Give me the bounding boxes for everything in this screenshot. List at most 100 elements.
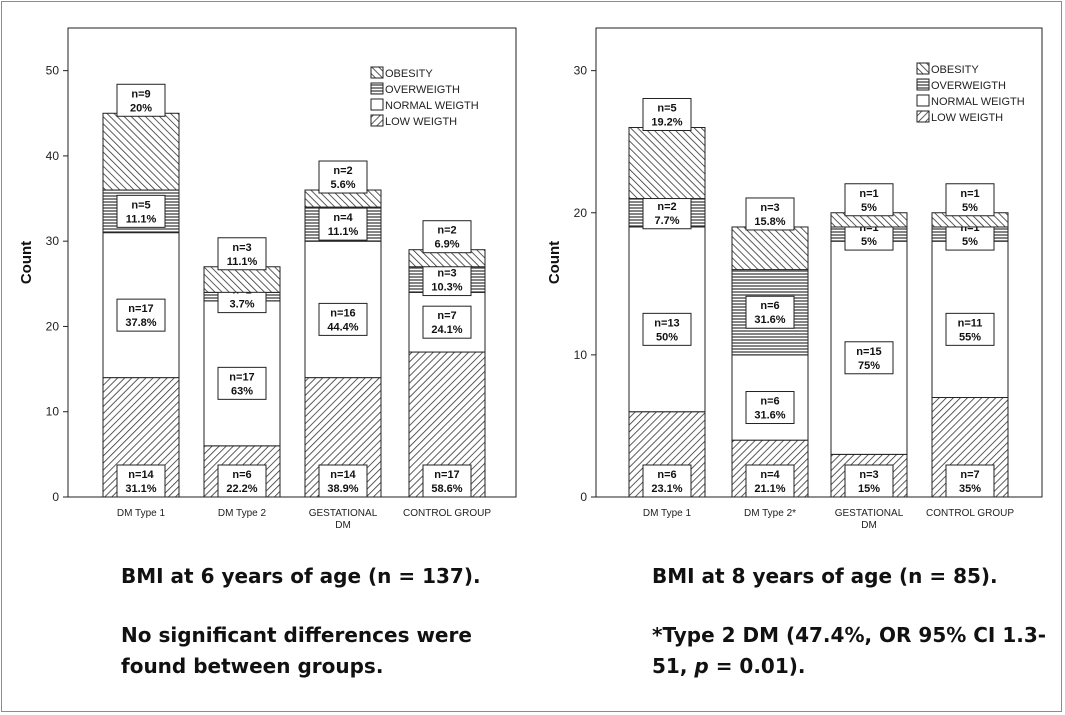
data-label-box xyxy=(945,464,995,498)
data-label-n: n=4 xyxy=(333,212,353,224)
data-label-box xyxy=(422,464,472,498)
data-label-box xyxy=(318,464,368,498)
data-label-n: n=14 xyxy=(128,469,154,481)
legend-swatch-low-weigth xyxy=(916,110,930,123)
data-label-n: n=16 xyxy=(330,307,355,319)
data-label-pct: 35% xyxy=(959,483,981,495)
data-label-n: n=7 xyxy=(437,310,456,322)
x-tick-label: GESTATIONAL xyxy=(309,508,378,519)
legend-swatch-obesity xyxy=(370,66,384,79)
data-label-n: n=2 xyxy=(333,165,352,177)
data-label-box xyxy=(116,298,166,332)
y-tick-label: 0 xyxy=(52,490,59,504)
right-note-p: p xyxy=(694,654,709,678)
data-label-pct: 11.1% xyxy=(126,213,157,225)
data-label-pct: 15% xyxy=(858,483,880,495)
data-label-pct: 63% xyxy=(231,385,253,397)
x-tick-label: DM Type 1 xyxy=(643,508,692,519)
data-label-box xyxy=(642,97,692,131)
data-label-n: n=15 xyxy=(856,346,881,358)
data-label-box xyxy=(745,197,795,231)
data-label-pct: 19.2% xyxy=(651,116,682,128)
bar-obesity-1 xyxy=(102,112,180,191)
bar-obesity-2 xyxy=(731,226,809,271)
y-tick-label: 30 xyxy=(46,234,60,248)
data-label-box xyxy=(116,464,166,498)
data-label-n: n=17 xyxy=(434,469,459,481)
data-label-box xyxy=(945,312,995,346)
data-label-box xyxy=(945,183,995,217)
data-label-box xyxy=(844,341,894,375)
data-label-box xyxy=(642,196,692,230)
data-label-box xyxy=(116,83,166,117)
legend-swatch-overweigth xyxy=(370,82,384,95)
y-tick-label: 0 xyxy=(580,490,587,504)
data-label-pct: 44.4% xyxy=(327,321,358,333)
x-tick-label: DM Type 2 xyxy=(218,508,267,519)
data-label-pct: 75% xyxy=(858,360,880,372)
legend-label: OVERWEIGTH xyxy=(931,80,1006,92)
legend-label: OBESITY xyxy=(931,64,979,76)
data-label-pct: 21.1% xyxy=(754,483,785,495)
data-label-n: n=17 xyxy=(229,371,254,383)
data-label-box xyxy=(318,160,368,194)
data-label-pct: 11.1% xyxy=(328,226,359,238)
data-label-pct: 5% xyxy=(861,202,877,214)
data-label-box xyxy=(318,207,368,241)
x-tick-label: CONTROL GROUP xyxy=(403,508,491,519)
y-tick-label: 20 xyxy=(574,206,588,220)
data-label-pct: 5.6% xyxy=(330,179,355,191)
legend-swatch-normal-weigth xyxy=(916,94,930,107)
y-tick-label: 20 xyxy=(46,319,60,333)
data-label-box xyxy=(217,464,267,498)
data-label-pct: 15.8% xyxy=(754,216,785,228)
data-label-pct: 7.7% xyxy=(654,215,679,227)
data-label-pct: 31.1% xyxy=(125,483,156,495)
data-label-pct: 20% xyxy=(130,102,152,114)
right-caption-title: BMI at 8 years of age (n = 85). xyxy=(652,564,998,588)
data-label-box xyxy=(642,312,692,346)
data-label-n: n=6 xyxy=(760,396,779,408)
data-label-box xyxy=(116,194,166,228)
x-tick-label: DM Type 2* xyxy=(744,508,796,519)
data-label-box xyxy=(745,295,795,329)
data-label-n: n=6 xyxy=(760,300,779,312)
right-caption-note: *Type 2 DM (47.4%, OR 95% CI 1.3-51, p =… xyxy=(652,620,1052,682)
x-tick-label: GESTATIONAL xyxy=(835,508,904,519)
data-label-pct: 22.2% xyxy=(226,483,257,495)
data-label-n: n=1 xyxy=(960,188,979,200)
y-tick-label: 30 xyxy=(574,64,588,78)
data-label-box xyxy=(318,302,368,336)
data-label-pct: 58.6% xyxy=(431,483,462,495)
data-label-n: n=5 xyxy=(131,199,150,211)
data-label-box xyxy=(422,220,472,254)
data-label-pct: 10.3% xyxy=(431,282,462,294)
x-tick-label: DM xyxy=(335,520,351,531)
legend-swatch-low-weigth xyxy=(370,114,384,127)
x-tick-label: DM xyxy=(861,520,877,531)
data-label-pct: 24.1% xyxy=(431,324,462,336)
legend-label: LOW WEIGTH xyxy=(385,116,457,128)
legend-swatch-overweigth xyxy=(916,78,930,91)
legend-label: NORMAL WEIGTH xyxy=(931,96,1025,108)
right-note-text-b: = 0.01). xyxy=(708,654,806,678)
left-caption-title: BMI at 6 years of age (n = 137). xyxy=(121,564,481,588)
right-note-text-a: *Type 2 DM (47.4%, OR 95% CI 1.3-51, xyxy=(652,623,1047,678)
data-label-pct: 38.9% xyxy=(327,483,358,495)
data-label-n: n=6 xyxy=(232,469,251,481)
data-label-pct: 23.1% xyxy=(651,483,682,495)
legend-swatch-obesity xyxy=(916,62,930,75)
data-label-box xyxy=(217,237,267,271)
data-label-pct: 55% xyxy=(959,331,981,343)
data-label-pct: 5% xyxy=(962,236,978,248)
data-label-n: n=1 xyxy=(859,188,878,200)
x-tick-label: DM Type 1 xyxy=(117,508,166,519)
data-label-n: n=13 xyxy=(654,317,679,329)
data-label-pct: 3.7% xyxy=(229,299,254,311)
legend-label: NORMAL WEIGTH xyxy=(385,100,479,112)
legend-label: OBESITY xyxy=(385,68,433,80)
y-tick-label: 10 xyxy=(574,348,588,362)
y-tick-label: 50 xyxy=(46,64,60,78)
